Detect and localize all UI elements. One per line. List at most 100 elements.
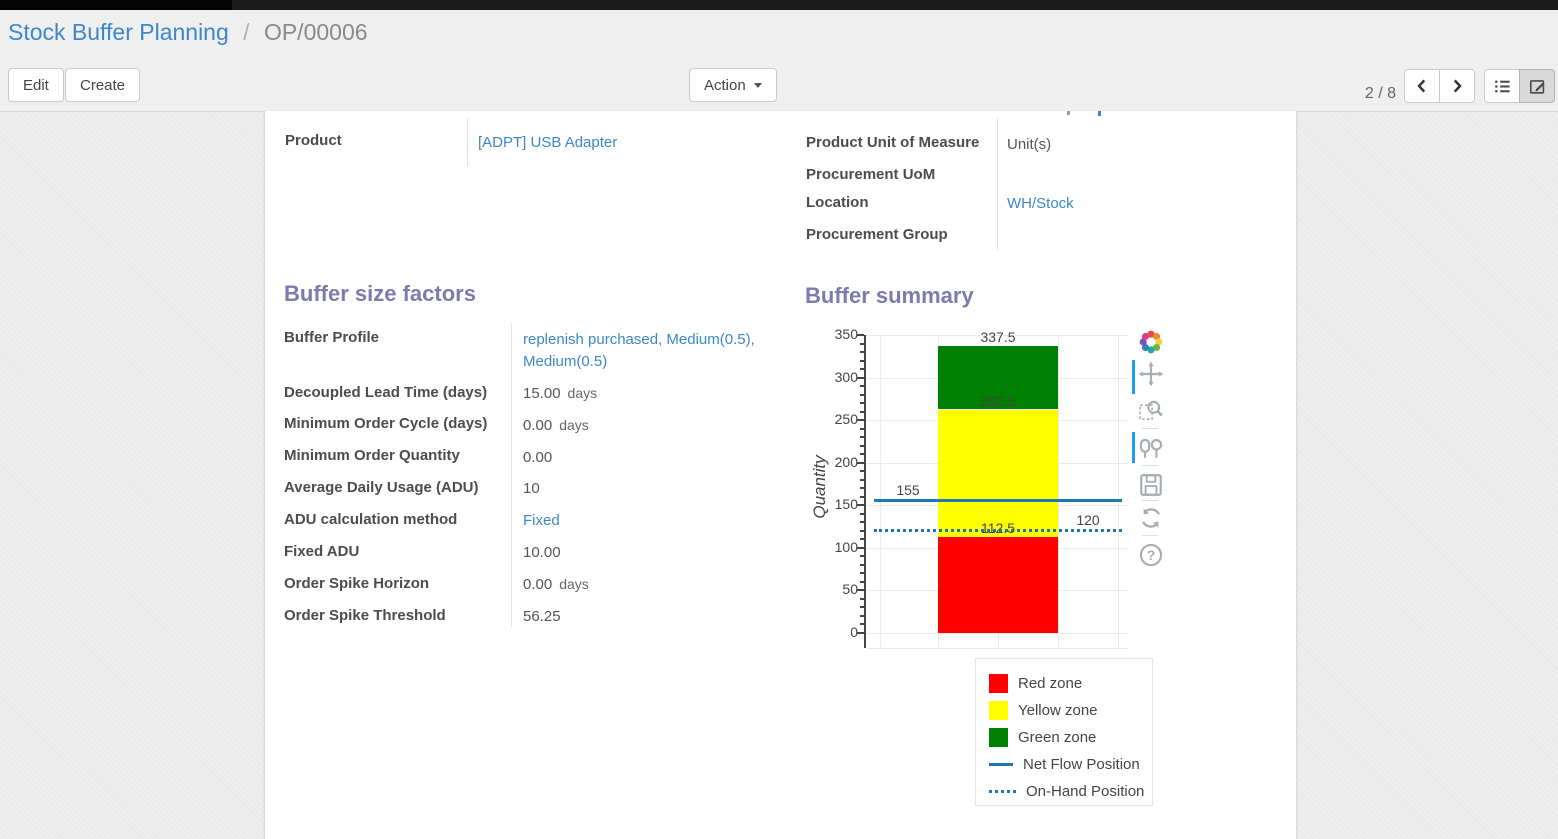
y-minor-tick [860, 529, 864, 532]
y-tick-label: 350 [834, 326, 858, 342]
field-label-min-order-cycle: Minimum Order Cycle (days) [284, 415, 488, 432]
plotly-logo-icon[interactable] [1138, 329, 1164, 355]
value-number: 0.00 [523, 417, 553, 434]
legend-item-net-flow-position[interactable]: Net Flow Position [976, 751, 1152, 778]
y-tick-label: 100 [834, 538, 858, 555]
field-label-fixed-adu: Fixed ADU [284, 543, 360, 560]
action-button[interactable]: Action [689, 68, 777, 102]
legend-label: Net Flow Position [1023, 756, 1140, 773]
legend-label: Green zone [1018, 729, 1097, 746]
field-label-order-spike-horizon: Order Spike Horizon [284, 575, 430, 592]
y-minor-tick [860, 538, 864, 541]
y-minor-tick [860, 478, 864, 481]
save-image-icon[interactable] [1138, 472, 1164, 498]
y-tick-label: 250 [834, 411, 858, 428]
field-value-min-order-quantity: 0.00 [523, 449, 553, 466]
y-minor-tick [860, 495, 864, 498]
legend-label: Red zone [1018, 675, 1083, 692]
threshold-line-net-flow[interactable] [874, 499, 1122, 503]
bar-zone-green[interactable] [938, 345, 1058, 410]
topbar [0, 0, 1558, 11]
bar-zone-red[interactable] [938, 537, 1058, 633]
y-major-tick [857, 504, 864, 507]
y-major-tick [857, 546, 864, 549]
y-minor-tick [860, 563, 864, 566]
y-minor-tick [860, 487, 864, 490]
y-major-tick [857, 376, 864, 379]
bar-zone-yellow[interactable] [938, 409, 1058, 538]
field-value-location-link[interactable]: WH/Stock [1007, 195, 1074, 212]
pager-next-button[interactable] [1439, 69, 1475, 103]
solid-line-swatch-icon [989, 763, 1013, 766]
x-gridline [880, 335, 881, 648]
modebar-active-indicator [1132, 360, 1135, 394]
modebar-separator [1142, 465, 1158, 466]
y-major-tick [857, 632, 864, 634]
y-major-tick [857, 334, 864, 336]
y-minor-tick [860, 580, 864, 583]
section-title-buffer-summary: Buffer summary [805, 283, 974, 308]
field-value-fixed-adu: 10.00 [523, 544, 561, 561]
pan-icon[interactable] [1138, 361, 1164, 387]
y-minor-tick [860, 614, 864, 617]
breadcrumb-current: OP/00006 [263, 19, 368, 45]
field-label-decoupled-lead-time: Decoupled Lead Time (days) [284, 384, 488, 401]
help-icon[interactable]: ? [1138, 542, 1164, 568]
value-unit: days [567, 385, 598, 401]
legend-item-yellow-zone[interactable]: Yellow zone [976, 697, 1152, 724]
value-unit: days [559, 417, 589, 433]
breadcrumb: Stock Buffer Planning / OP/00006 [8, 19, 368, 46]
y-tick-label: 150 [834, 496, 858, 513]
plot-bottom-border [866, 648, 1128, 649]
compare-hover-icon[interactable] [1138, 435, 1164, 461]
y-tick-label: 0 [850, 624, 858, 640]
green-zone-swatch-icon [989, 728, 1008, 747]
modebar-separator [1142, 428, 1158, 429]
y-minor-tick [860, 453, 864, 456]
dotted-line-swatch-icon [989, 790, 1016, 793]
field-value-order-spike-horizon: 0.00 days [523, 576, 589, 593]
legend-item-green-zone[interactable]: Green zone [976, 724, 1152, 751]
value-number: 0.00 [523, 576, 553, 593]
y-tick-label: 300 [834, 368, 858, 385]
list-view-button[interactable] [1484, 69, 1520, 103]
y-minor-tick [860, 393, 864, 396]
field-label-product: Product [285, 132, 342, 149]
field-value-decoupled-lead-time: 15.00 days [523, 385, 597, 402]
edit-button[interactable]: Edit [8, 68, 64, 102]
threshold-line-on-hand[interactable] [874, 528, 1122, 532]
zone-top-annotation: 112.5 [981, 520, 1015, 537]
y-minor-tick [860, 436, 864, 439]
zoom-box-icon[interactable] [1138, 397, 1164, 423]
y-major-tick [857, 461, 864, 464]
chart-plot-area[interactable]: 0 50 100 150 200 250 300 350 155 120 112.5 262.5 337… [806, 325, 1166, 665]
y-minor-tick [860, 623, 864, 626]
line-annotation: 120 [1076, 511, 1100, 528]
legend-item-red-zone[interactable]: Red zone [976, 670, 1152, 697]
y-tick-label: 50 [842, 581, 858, 598]
field-value-product-link[interactable]: [ADPT] USB Adapter [478, 134, 618, 151]
pager-previous-button[interactable] [1404, 69, 1440, 103]
legend-item-on-hand-position[interactable]: On-Hand Position [976, 778, 1152, 805]
field-label-location: Location [806, 194, 869, 211]
clipped-text-fragment [1098, 111, 1101, 116]
y-minor-tick [860, 470, 864, 473]
y-minor-tick [860, 385, 864, 388]
field-value-buffer-profile-link[interactable]: replenish purchased, Medium(0.5), Medium… [523, 331, 755, 370]
create-button[interactable]: Create [65, 68, 141, 102]
column-divider [511, 323, 512, 627]
svg-text:?: ? [1147, 547, 1156, 563]
control-panel: Stock Buffer Planning / OP/00006 Edit Cr… [0, 10, 1558, 112]
y-minor-tick [860, 606, 864, 609]
y-gridline [866, 633, 1128, 634]
buffer-summary-chart: Quantity 0 50 100 150 200 250 300 350 155 120 112.… [806, 325, 1206, 825]
field-value-adu-method-link[interactable]: Fixed [523, 512, 560, 529]
value-number: 15.00 [523, 385, 561, 402]
chevron-left-icon [1417, 79, 1426, 93]
reset-axes-icon[interactable] [1138, 505, 1164, 531]
form-view-button[interactable] [1519, 69, 1555, 103]
field-value-product-uom: Unit(s) [1007, 136, 1052, 153]
breadcrumb-parent-link[interactable]: Stock Buffer Planning [8, 19, 229, 45]
action-button-label: Action [704, 76, 746, 94]
